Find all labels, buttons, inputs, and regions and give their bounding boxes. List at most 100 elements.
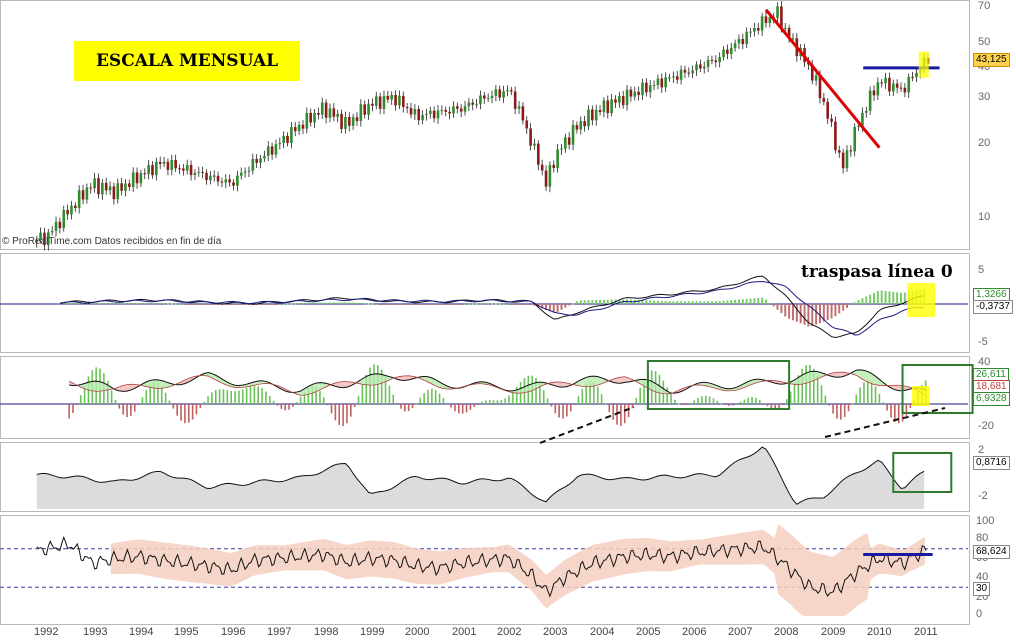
- osc-histogram-bar: [600, 394, 603, 404]
- macd-histogram-bar: [664, 301, 667, 304]
- macd-histogram-bar: [93, 303, 96, 305]
- osc-cloud-segment: [663, 388, 668, 394]
- macd-histogram-bar: [737, 299, 740, 304]
- candle-body: [62, 209, 66, 229]
- osc-histogram-bar: [211, 392, 213, 404]
- osc-histogram-bar: [515, 386, 518, 404]
- osc-histogram-bar: [813, 368, 815, 404]
- candle-body: [401, 95, 405, 108]
- osc-cloud-segment: [316, 382, 320, 392]
- osc-histogram-bar: [292, 404, 294, 407]
- osc-histogram-bar: [184, 404, 186, 424]
- macd-histogram-bar: [776, 304, 779, 310]
- macd-histogram-bar: [734, 299, 737, 304]
- candle-body: [166, 161, 170, 170]
- candle-body: [209, 175, 212, 181]
- candle-body: [618, 96, 621, 103]
- osc-histogram-bar: [187, 404, 190, 423]
- candle-body: [440, 110, 444, 112]
- osc-histogram-bar: [704, 395, 707, 404]
- osc-histogram-bar: [492, 400, 495, 404]
- candle-body: [857, 126, 860, 128]
- year-label: 1994: [129, 626, 154, 638]
- macd-histogram-bar: [487, 303, 490, 305]
- macd-histogram-bar: [209, 304, 212, 305]
- osc-histogram-bar: [326, 404, 329, 406]
- macd-histogram-bar: [645, 300, 648, 304]
- candle-body: [112, 186, 116, 200]
- macd-histogram-bar: [653, 300, 656, 304]
- osc-cloud-segment: [127, 384, 131, 392]
- osc-histogram-bar: [307, 387, 310, 404]
- year-label: 2007: [728, 626, 753, 638]
- candle-body: [783, 27, 787, 29]
- osc-cloud-segment: [300, 388, 305, 396]
- candle-body: [355, 117, 359, 121]
- macd-histogram-bar: [217, 304, 220, 305]
- macd-histogram-bar: [313, 302, 316, 304]
- candle-body: [675, 76, 679, 80]
- candle-body: [756, 27, 760, 31]
- macd-histogram-bar: [872, 292, 875, 304]
- osc-histogram-bar: [114, 400, 117, 404]
- candle-body: [895, 83, 899, 88]
- osc-histogram-bar: [820, 385, 823, 404]
- macd-histogram-bar: [649, 300, 652, 304]
- osc-cloud-segment: [443, 384, 448, 389]
- osc-histogram-bar: [265, 391, 267, 404]
- candle-body: [664, 77, 667, 88]
- osc-histogram-bar: [323, 397, 325, 404]
- macd-histogram-bar: [753, 298, 756, 304]
- macd-histogram-bar: [641, 300, 644, 304]
- osc-histogram-bar: [361, 384, 364, 404]
- candle-body: [544, 170, 548, 187]
- candle-body: [841, 152, 845, 169]
- osc-histogram-bar: [446, 402, 449, 404]
- candle-body: [178, 168, 181, 170]
- osc-histogram-bar: [762, 402, 765, 404]
- price-tick: 20: [978, 137, 991, 149]
- macd-histogram-bar: [274, 304, 277, 305]
- osc-histogram-bar: [573, 404, 576, 405]
- osc-histogram-bar: [905, 404, 908, 416]
- osc-cloud-segment: [813, 371, 818, 381]
- osc-histogram-bar: [172, 404, 175, 409]
- candle-body: [35, 240, 39, 243]
- macd-histogram-bar: [355, 302, 358, 304]
- candle-body: [367, 103, 370, 115]
- osc-cloud-segment: [651, 381, 656, 392]
- candle-body: [81, 190, 85, 200]
- macd-histogram-bar: [714, 301, 717, 304]
- year-label: 1999: [360, 626, 385, 638]
- candle-body: [405, 107, 409, 109]
- macd-histogram-bar: [475, 303, 478, 305]
- osc-histogram-bar: [238, 390, 240, 404]
- osc-histogram-bar: [870, 381, 873, 404]
- macd-histogram-bar: [610, 299, 613, 304]
- macd-histogram-bar: [602, 299, 605, 304]
- osc-cloud-segment: [335, 382, 340, 388]
- candle-body: [745, 31, 748, 45]
- osc-histogram-bar: [693, 400, 695, 404]
- macd-series-line: [59, 280, 925, 336]
- macd-histogram-bar: [367, 303, 370, 305]
- candle-body: [77, 190, 81, 208]
- osc-histogram-bar: [342, 404, 344, 427]
- osc-histogram-bar: [346, 404, 348, 424]
- candle-body: [729, 47, 733, 54]
- candle-body: [228, 179, 231, 183]
- candle-body: [282, 135, 285, 143]
- macd-histogram-bar: [876, 290, 879, 304]
- macd-histogram-bar: [780, 304, 783, 314]
- candle-body: [753, 27, 756, 32]
- macd-histogram-bar: [552, 304, 555, 313]
- candle-body: [714, 60, 718, 63]
- candle-body: [313, 113, 316, 123]
- candle-body: [633, 91, 637, 97]
- macd-value-2: -0,3737: [973, 300, 1013, 314]
- candle-body: [564, 137, 567, 149]
- osc-histogram-bar: [388, 385, 391, 404]
- candle-body: [371, 103, 374, 106]
- osc-histogram-bar: [431, 388, 433, 404]
- candle-body: [610, 99, 613, 114]
